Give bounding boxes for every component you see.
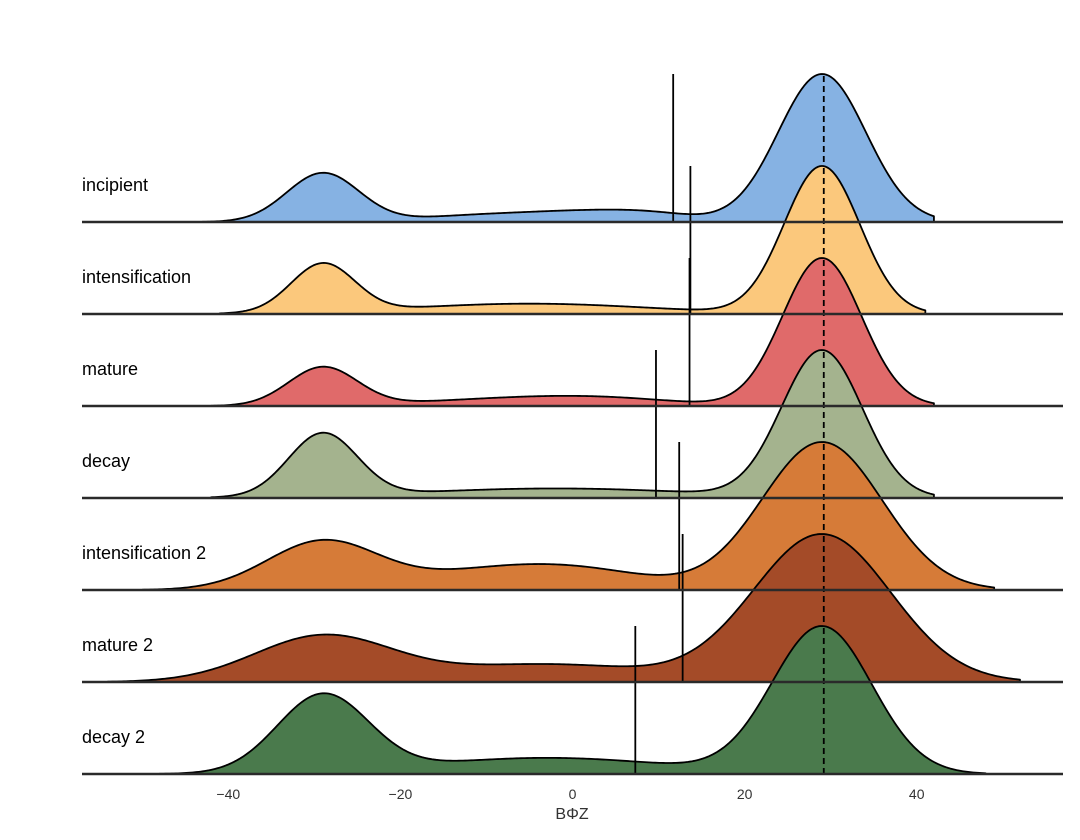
ridges-group [106,73,1021,775]
x-tick-label: 20 [737,786,753,802]
x-axis: −40 −20 0 20 40 [216,786,924,802]
x-tick-label: 40 [909,786,925,802]
row-labels-group: incipient intensification mature decay inten… [82,175,206,747]
row-label-decay-2: decay 2 [82,727,145,747]
row-label-incipient: incipient [82,175,148,195]
density-area [141,441,996,591]
row-label-intensification-2: intensification 2 [82,543,206,563]
ridge-mature-2 [106,533,1021,683]
row-label-mature: mature [82,359,138,379]
baselines-group [82,220,1063,776]
x-axis-label: BΦZ [555,806,588,823]
density-area [106,533,1021,683]
x-tick-label: 0 [569,786,577,802]
density-area [201,73,935,223]
x-tick-label: −20 [389,786,413,802]
ridge-decay-2 [158,625,987,775]
density-area [210,349,935,499]
density-area [158,625,987,775]
row-label-intensification: intensification [82,267,191,287]
row-label-mature-2: mature 2 [82,635,153,655]
x-tick-label: −40 [216,786,240,802]
density-area [210,257,935,407]
row-label-decay: decay [82,451,130,471]
ridge-mature [210,257,935,407]
